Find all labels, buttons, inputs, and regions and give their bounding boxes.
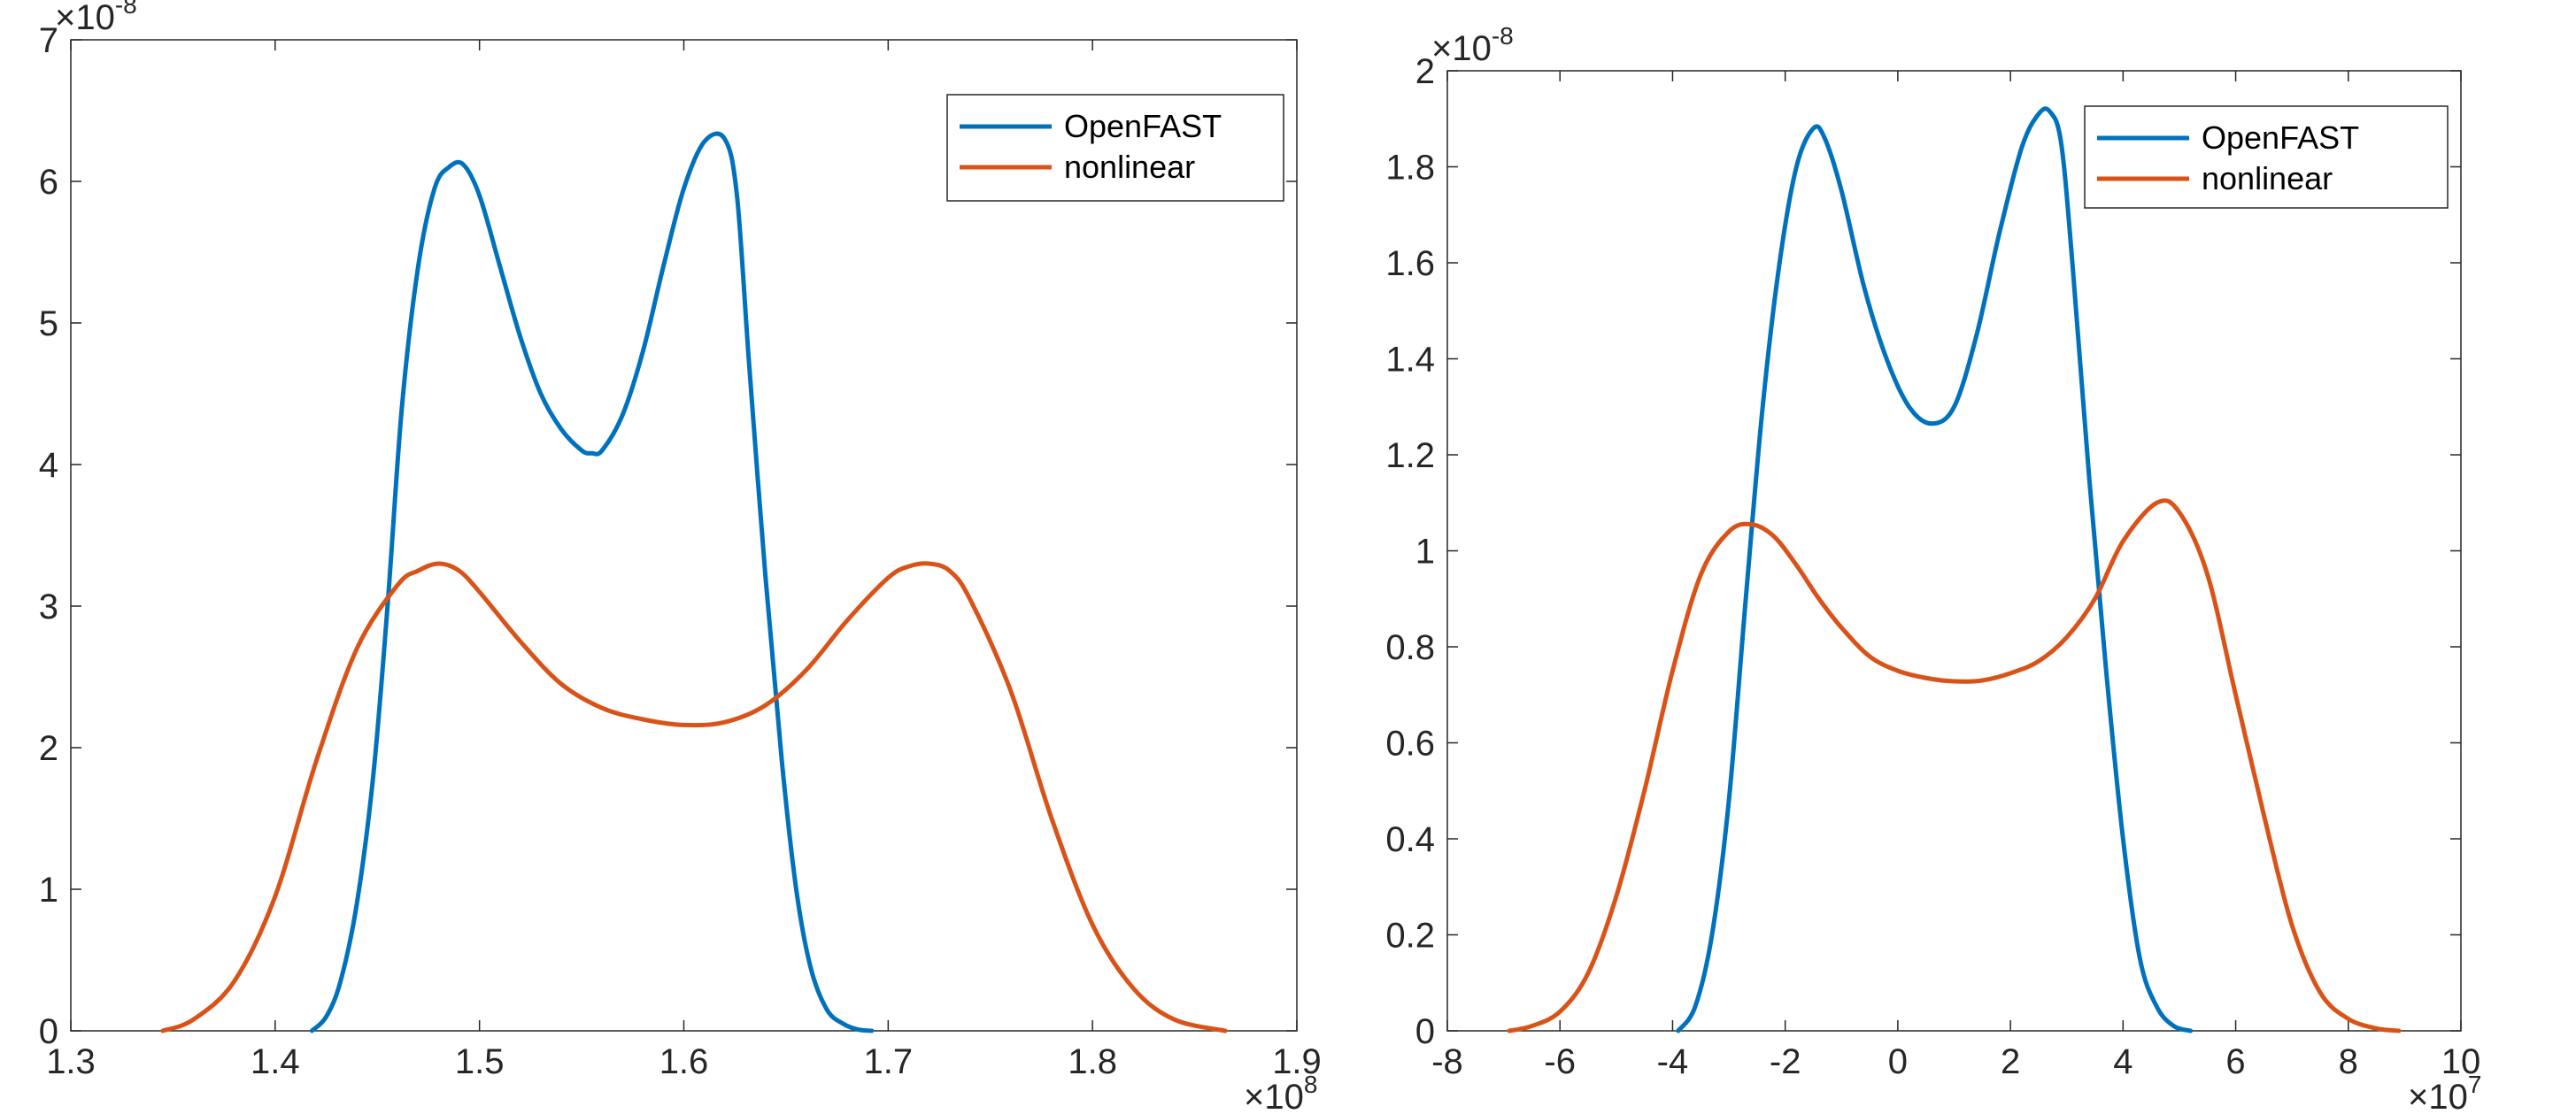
y-tick-label: 0 [39,1012,58,1051]
x-tick-label: -2 [1770,1042,1801,1081]
y-tick-label: 1.2 [1385,436,1435,475]
x-tick-label: 8 [2339,1042,2358,1081]
y-multiplier: ×10-8 [55,0,137,37]
y-tick-label: 1.6 [1385,244,1435,283]
x-tick-label: 4 [2113,1042,2133,1081]
y-tick-label: 1 [39,871,58,910]
x-tick-label: 1.8 [1068,1042,1117,1081]
legend-box [946,94,1284,202]
x-multiplier: ×108 [1244,1071,1317,1114]
y-tick-label: 1.8 [1385,149,1435,188]
y-tick-label: 6 [39,163,58,202]
x-tick-label: 1.4 [251,1042,300,1081]
x-tick-label: 1.3 [46,1042,96,1081]
y-tick-label: 2 [39,729,58,768]
x-tick-label: 10 [2441,1042,2481,1081]
y-tick-label: 4 [39,446,58,485]
y-tick-label: 7 [39,21,58,60]
chart-right: -8 -6 -4 -2 0 2 4 6 8 10 0 0.2 0.4 0.6 0.8 1 1.2 1.4 1.6 1.… [1385,22,2481,1114]
y-tick-label: 1 [1415,533,1435,572]
y-tick-label: 3 [39,588,58,626]
y-tick-label: 0.2 [1385,917,1435,956]
legend-label: nonlinear [2202,160,2333,196]
y-tick-label: 0.8 [1385,628,1435,667]
series-line-nonlinear [1507,498,2402,1033]
series-line-openfast [1676,106,2194,1033]
x-multiplier-base: ×10 [1244,1078,1304,1114]
y-tick-label: 1.4 [1385,341,1435,380]
x-multiplier: ×107 [2408,1071,2481,1114]
y-multiplier-exponent: -8 [115,0,137,19]
x-tick-label: 1.9 [1272,1042,1322,1081]
series-line-nonlinear [160,561,1228,1033]
x-tick-label: -6 [1544,1042,1576,1081]
y-tick-label: 0.4 [1385,820,1435,859]
y-tick-label: 0 [1415,1012,1435,1051]
x-tick-label: 1.5 [455,1042,505,1081]
series-line-openfast [309,131,875,1033]
legend-box [2084,105,2449,209]
y-multiplier-base: ×10 [1431,29,1492,68]
x-tick-label: 6 [2225,1042,2245,1081]
x-tick-label: 2 [2001,1042,2020,1081]
y-multiplier-base: ×10 [55,0,115,37]
chart-left: 1.3 1.4 1.5 1.6 1.7 1.8 1.901234567×10-8×108Op… [39,0,1322,1114]
x-tick-label: -8 [1431,1042,1463,1081]
y-multiplier: ×10-8 [1431,22,1514,68]
x-tick-label: -4 [1657,1042,1689,1081]
x-tick-label: 0 [1888,1042,1908,1081]
x-multiplier-exponent: 8 [1304,1071,1318,1098]
x-multiplier-base: ×10 [2408,1078,2468,1114]
x-tick-label: 1.6 [659,1042,709,1081]
plot-area [70,39,1298,1032]
legend-label: OpenFAST [1064,108,1222,144]
legend-label: OpenFAST [2202,119,2359,156]
y-tick-label: 5 [39,304,58,343]
y-tick-label: 2 [1415,52,1435,91]
y-tick-label: 0.6 [1385,725,1435,764]
x-multiplier-exponent: 7 [2468,1071,2482,1098]
legend-label: nonlinear [1064,149,1195,185]
x-tick-label: 1.7 [864,1042,914,1081]
y-multiplier-exponent: -8 [1492,22,1514,50]
plot-area [1446,70,2462,1032]
